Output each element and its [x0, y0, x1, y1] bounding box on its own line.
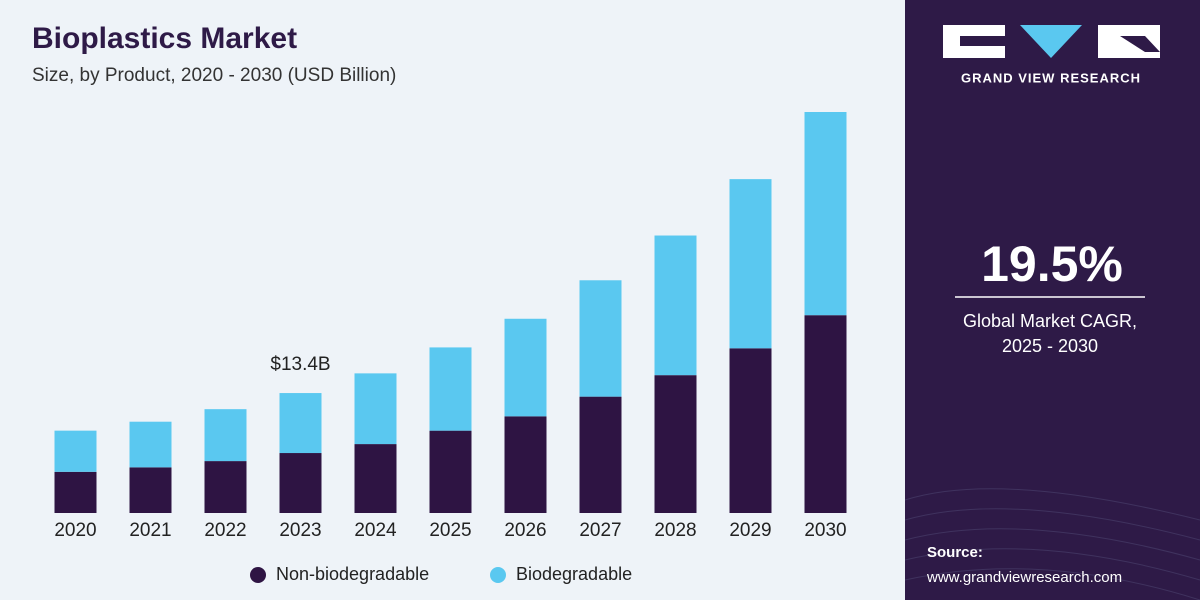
x-tick-label: 2029: [729, 520, 771, 541]
bar-segment: [654, 375, 697, 513]
legend-marker: [490, 567, 506, 583]
legend-label: Non-biodegradable: [276, 564, 429, 584]
bar-segment: [654, 235, 697, 376]
bar-segment: [204, 461, 247, 513]
pattern-line: [904, 508, 1200, 541]
logo-v: [1020, 25, 1082, 58]
logo-g-cut: [960, 36, 1005, 46]
x-tick-label: 2027: [579, 520, 621, 541]
pattern-line: [904, 548, 1200, 581]
bar-segment: [129, 467, 172, 513]
data-label: $13.4B: [270, 354, 330, 375]
bar-segment: [54, 430, 97, 472]
chart-title: Bioplastics Market: [32, 22, 297, 55]
x-tick-label: 2025: [429, 520, 471, 541]
side-panel: [905, 0, 1200, 600]
bar-segment: [354, 373, 397, 445]
x-tick-label: 2023: [279, 520, 321, 541]
cagr-period: 2025 - 2030: [1002, 336, 1098, 356]
pattern-line: [904, 568, 1200, 600]
source-url: www.grandviewresearch.com: [926, 569, 1122, 586]
panel-pattern: [904, 488, 1200, 600]
cagr-value: 19.5%: [981, 236, 1123, 292]
pattern-line: [904, 528, 1200, 561]
cagr-label: Global Market CAGR,: [963, 311, 1137, 331]
bar-segment: [729, 179, 772, 349]
bar-segment: [729, 348, 772, 513]
bar-segment: [354, 444, 397, 513]
logo-r-cut: [1120, 36, 1160, 52]
logo: GRAND VIEW RESEARCH: [943, 25, 1160, 85]
legend-marker: [250, 567, 266, 583]
x-tick-label: 2030: [804, 520, 846, 541]
x-tick-label: 2022: [204, 520, 246, 541]
pattern-line: [904, 488, 1200, 521]
bar-segment: [54, 471, 97, 513]
bar-segment: [804, 112, 847, 316]
source-label: Source:: [927, 544, 983, 561]
bar-segment: [579, 280, 622, 397]
x-tick-label: 2028: [654, 520, 696, 541]
x-tick-label: 2024: [354, 520, 397, 541]
chart-subtitle: Size, by Product, 2020 - 2030 (USD Billi…: [32, 65, 396, 86]
bar-segment: [579, 396, 622, 513]
x-tick-label: 2021: [129, 520, 171, 541]
bar-segment: [204, 409, 247, 462]
plot: 2020 2021 2022 2023 2024 2025 2026 2027 2028 2029…: [54, 112, 847, 584]
bar-segment: [279, 453, 322, 513]
x-tick-label: 2020: [54, 520, 96, 541]
bar-segment: [429, 430, 472, 513]
x-tick-label: 2026: [504, 520, 546, 541]
bar-segment: [429, 347, 472, 431]
bar-segment: [504, 416, 547, 513]
bar-segment: [504, 318, 547, 417]
bar-segment: [129, 421, 172, 468]
brand-name: GRAND VIEW RESEARCH: [961, 70, 1141, 85]
legend-label: Biodegradable: [516, 564, 632, 584]
bar-segment: [804, 315, 847, 513]
bar-segment: [279, 393, 322, 454]
